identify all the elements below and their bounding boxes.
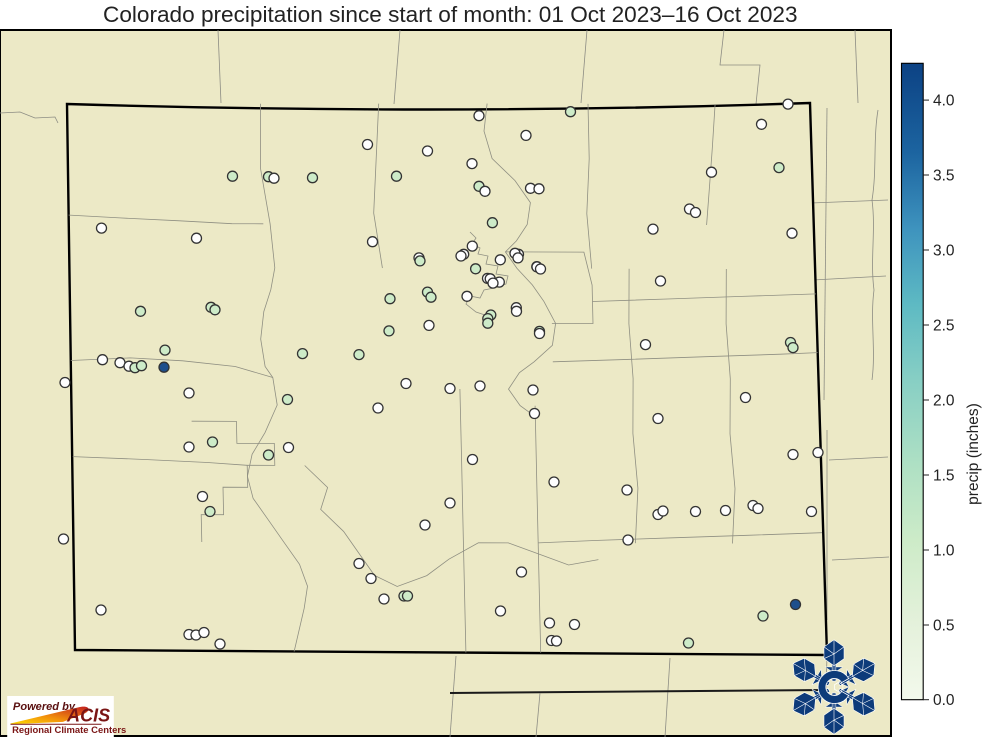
svg-text:4.0: 4.0 [933,92,955,109]
svg-text:2.0: 2.0 [933,392,955,409]
svg-text:1.0: 1.0 [933,542,955,559]
svg-text:Regional Climate Centers: Regional Climate Centers [12,724,126,735]
svg-text:3.0: 3.0 [933,242,955,259]
svg-text:0.5: 0.5 [933,617,955,634]
svg-text:ACIS: ACIS [66,705,110,725]
svg-text:0.0: 0.0 [933,692,955,709]
svg-text:1.5: 1.5 [933,467,955,484]
svg-text:3.5: 3.5 [933,167,955,184]
svg-text:precip (inches): precip (inches) [965,403,982,505]
svg-text:2.5: 2.5 [933,317,955,334]
